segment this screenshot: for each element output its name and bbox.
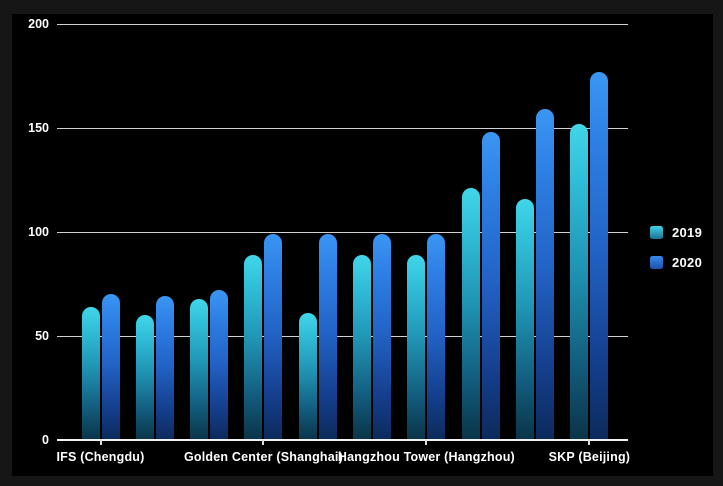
bar-2020 xyxy=(481,132,500,440)
chart-legend: 2019 2020 xyxy=(650,225,702,285)
bar-2019 xyxy=(298,313,317,440)
legend-item-2019: 2019 xyxy=(650,225,702,240)
x-axis-tick xyxy=(425,440,428,445)
gridline xyxy=(57,335,628,337)
bar-2020 xyxy=(264,234,283,440)
bar-2019 xyxy=(353,254,372,440)
y-axis-tick-label: 0 xyxy=(42,433,49,447)
bar-2020 xyxy=(427,234,446,440)
legend-swatch-2019 xyxy=(650,226,663,239)
gridline xyxy=(57,23,628,25)
bar-2020 xyxy=(536,109,555,440)
x-axis-tick xyxy=(262,440,265,445)
x-axis-category-label: Golden Center (Shanghai) xyxy=(183,450,343,464)
legend-item-2020: 2020 xyxy=(650,255,702,270)
y-axis-tick-label: 100 xyxy=(28,225,49,239)
bar-2019 xyxy=(81,306,100,440)
x-axis-line xyxy=(57,439,628,441)
bar-2020 xyxy=(210,290,229,440)
bar-2019 xyxy=(135,315,154,440)
bar-2020 xyxy=(155,296,174,440)
legend-label: 2019 xyxy=(672,225,703,240)
x-axis-tick xyxy=(588,440,591,445)
bar-2020 xyxy=(373,234,392,440)
gridline xyxy=(57,127,628,129)
y-axis-tick-label: 200 xyxy=(28,17,49,31)
y-axis-tick-label: 50 xyxy=(35,329,49,343)
bar-2020 xyxy=(590,71,609,440)
gridline xyxy=(57,231,628,233)
bar-2019 xyxy=(244,254,263,440)
bar-2019 xyxy=(516,198,535,440)
bar-2020 xyxy=(318,234,337,440)
x-axis-category-label: Hangzhou Tower (Hangzhou) xyxy=(337,450,515,464)
legend-label: 2020 xyxy=(672,255,703,270)
bar-2020 xyxy=(101,294,120,440)
bar-2019 xyxy=(190,298,209,440)
legend-swatch-2020 xyxy=(650,256,663,269)
x-axis-tick xyxy=(99,440,102,445)
x-axis-category-label: IFS (Chengdu) xyxy=(56,450,145,464)
bar-2019 xyxy=(407,254,426,440)
x-axis-category-label: SKP (Beijing) xyxy=(548,450,631,464)
y-axis-tick-label: 150 xyxy=(28,121,49,135)
bar-2019 xyxy=(570,123,589,440)
bar-2019 xyxy=(461,188,480,440)
